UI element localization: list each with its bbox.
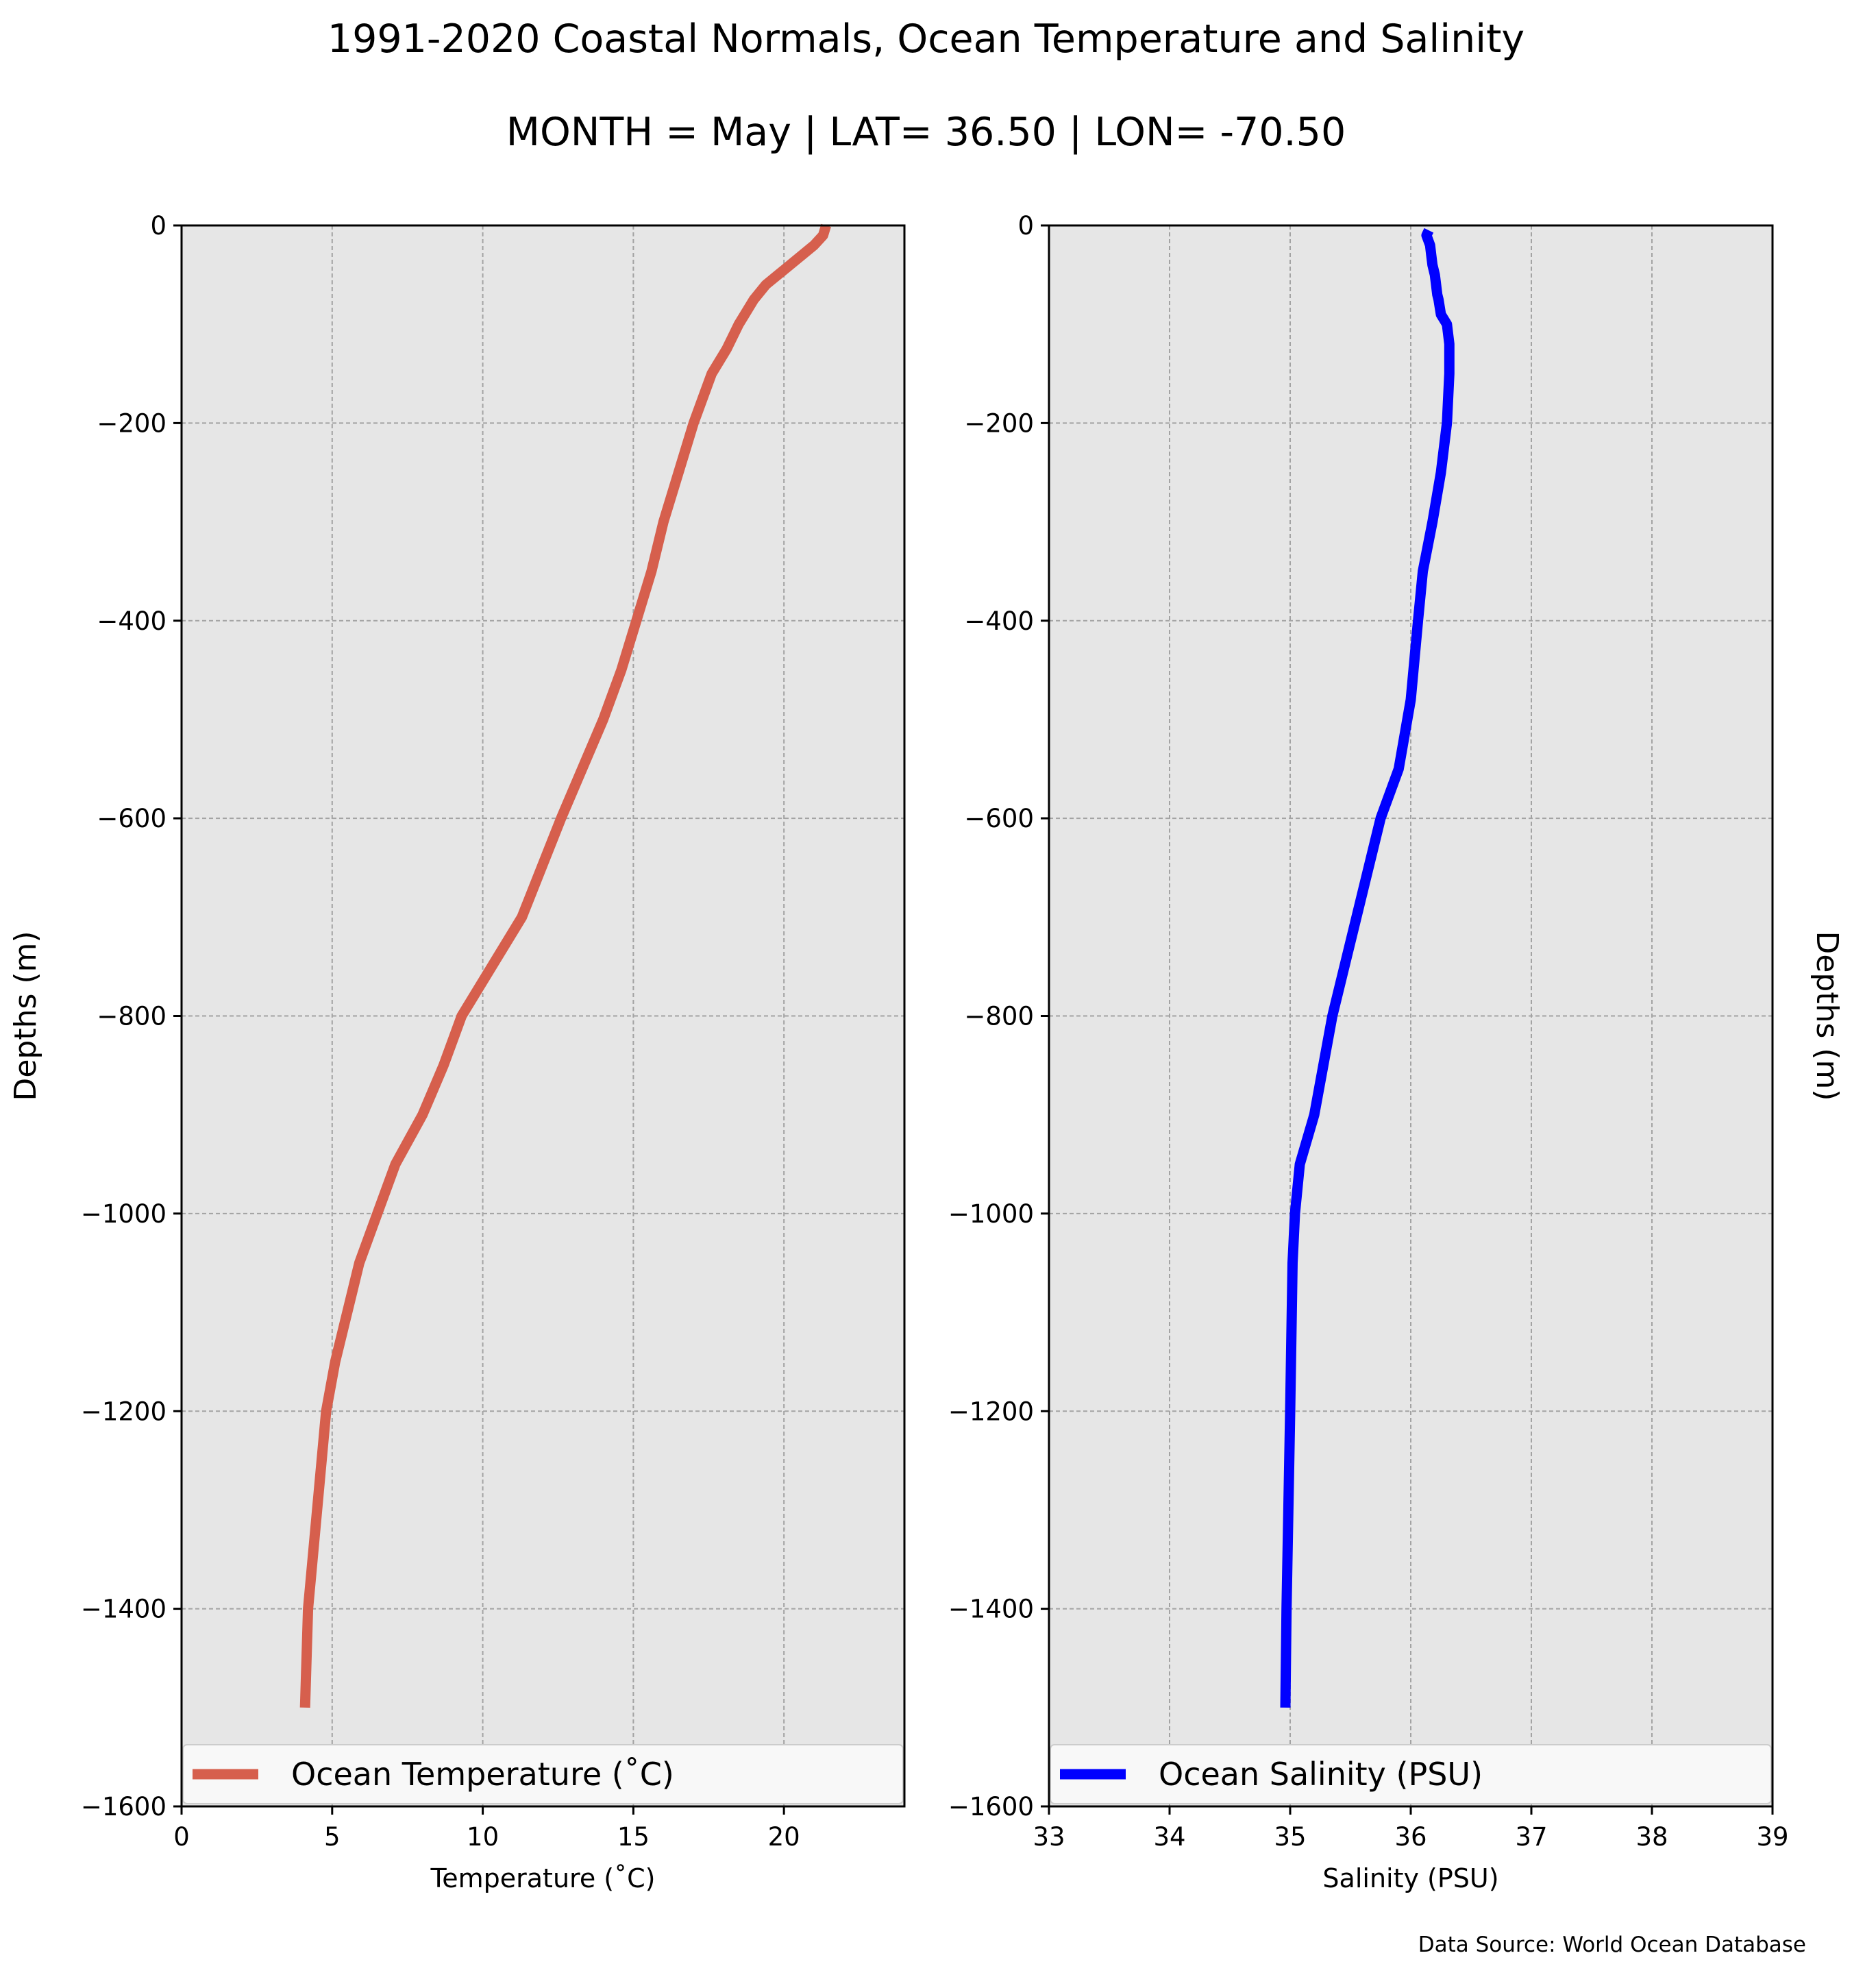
- y-tick-label: −800: [964, 1002, 1034, 1031]
- y-tick-label: −1200: [81, 1397, 166, 1426]
- x-tick-label: 20: [768, 1822, 800, 1852]
- x-tick-label: 35: [1274, 1822, 1306, 1852]
- legend-box: [1050, 1744, 1772, 1804]
- legend-label: Ocean Temperature (˚C): [291, 1756, 674, 1793]
- x-tick-label: 37: [1515, 1822, 1547, 1852]
- x-tick-label: 0: [173, 1822, 190, 1852]
- series-line: [299, 223, 831, 1708]
- y-tick-label: −600: [97, 804, 166, 833]
- x-tick-label: 5: [324, 1822, 341, 1852]
- series-line: [1280, 228, 1455, 1708]
- legend-label: Ocean Salinity (PSU): [1159, 1756, 1483, 1793]
- x-axis-label: Temperature (˚C): [430, 1863, 656, 1893]
- y-tick-label: −1400: [948, 1595, 1034, 1624]
- y-tick-label: −1000: [81, 1199, 166, 1229]
- y-tick-label: −200: [964, 408, 1034, 438]
- y-tick-label: −1600: [948, 1792, 1034, 1821]
- y-axis-label: Depths (m): [1810, 931, 1844, 1101]
- legend-box: [182, 1744, 904, 1804]
- plot-area: [182, 225, 904, 1806]
- x-tick-label: 38: [1635, 1822, 1668, 1852]
- x-tick-label: 15: [617, 1822, 650, 1852]
- y-tick-label: −1600: [81, 1792, 166, 1821]
- x-tick-label: 39: [1756, 1822, 1788, 1852]
- x-tick-label: 10: [467, 1822, 499, 1852]
- y-tick-label: −600: [964, 804, 1034, 833]
- chart-panel-2: Ocean Salinity (PSU) 33 34 35 36 37 38 39 0 −200 −…: [948, 211, 1844, 1893]
- chart-subtitle: MONTH = May | LAT= 36.50 | LON= -70.50: [506, 110, 1346, 155]
- y-tick-label: −1400: [81, 1595, 166, 1624]
- y-tick-label: 0: [150, 211, 166, 241]
- chart-panel-1: Ocean Temperature (˚C) 0 5 10 15 20 0 −200 −400 −…: [8, 211, 906, 1893]
- x-axis-label: Salinity (PSU): [1322, 1863, 1498, 1893]
- chart-title: 1991-2020 Coastal Normals, Ocean Tempera…: [327, 16, 1525, 62]
- y-tick-label: −400: [97, 606, 166, 636]
- y-tick-label: −1000: [948, 1199, 1034, 1229]
- y-axis-label: Depths (m): [8, 931, 43, 1101]
- y-tick-label: −200: [97, 408, 166, 438]
- x-tick-label: 36: [1394, 1822, 1427, 1852]
- data-source-note: Data Source: World Ocean Database: [1418, 1932, 1806, 1957]
- y-tick-label: −800: [97, 1002, 166, 1031]
- y-tick-label: −1200: [948, 1397, 1034, 1426]
- x-tick-label: 34: [1153, 1822, 1185, 1852]
- y-tick-label: −400: [964, 606, 1034, 636]
- y-tick-label: 0: [1017, 211, 1034, 241]
- x-tick-label: 33: [1033, 1822, 1065, 1852]
